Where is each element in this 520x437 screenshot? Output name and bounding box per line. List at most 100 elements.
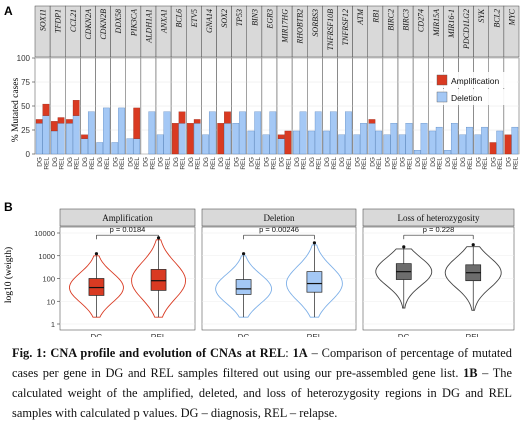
sample-label: REL [331,157,338,170]
sample-label: DG [248,157,255,167]
sample-label: REL [497,157,504,170]
bar-deletion [405,123,413,155]
bar-deletion [292,130,300,155]
y-tick-label: 10 [47,297,55,306]
gene-label: MIR16-1 [447,9,456,39]
sample-label: REL [512,157,519,170]
sample-label: REL [482,157,489,170]
gene-label: CDKN2A [84,9,93,40]
bar-amplification [284,130,292,155]
bar-amplification [57,117,65,124]
gene-label: EGR3 [265,9,274,30]
bar-deletion [178,123,186,155]
p-value-label: p = 0.228 [423,225,455,234]
sample-label: DG [339,157,346,167]
outlier-point [312,241,317,245]
bar-amplification [35,119,43,124]
bar-deletion [72,115,80,155]
bar-deletion [459,134,467,155]
gene-label: SOX2 [220,9,229,28]
bar-deletion [474,134,482,155]
gene-label: MIR17HG [281,9,290,44]
bar-amplification [66,119,73,124]
p-value-label: p = 0.0184 [110,225,146,234]
sample-label: REL [180,157,187,170]
p-value-label: p = 0.00246 [259,225,299,234]
bar-deletion [96,142,104,155]
sample-label: DG [264,157,271,167]
sample-label: DG [67,157,74,167]
bar-amplification [193,119,201,124]
legend-swatch [436,91,448,103]
bar-deletion [247,130,255,155]
panel-b-chart: 1 10 100 1000 10000 Amplification p = 0.0184 DG… [34,208,515,337]
sample-label: REL [255,157,262,170]
gene-label: BIRC3 [402,9,411,31]
bar-amplification [187,123,194,155]
bar-deletion [254,111,262,155]
sample-label: DG [506,157,513,167]
sample-label: REL [452,157,459,170]
x-category-label: REL [307,333,323,337]
bar-deletion [57,123,65,155]
gene-label: DDX58 [114,9,123,34]
gene-label: ETV5 [190,9,199,28]
sample-label: REL [422,157,429,170]
y-tick-label: 100 [42,275,55,284]
y-tick-label: 25 [21,126,30,135]
sample-label: DG [112,157,119,167]
facet-title: Amplification [102,213,153,223]
sample-label: DG [294,157,301,167]
sample-label: REL [134,157,141,170]
bar-amplification [224,111,231,124]
sample-label: REL [316,157,323,170]
sample-label: DG [309,157,316,167]
bar-deletion [481,126,488,155]
sample-label: REL [225,157,232,170]
sample-label: REL [74,157,81,170]
facet-title: Loss of heterozygosity [398,213,480,223]
bar-deletion [299,111,307,155]
bar-deletion [398,134,406,155]
bar-amplification [217,123,225,155]
sample-label: REL [210,157,217,170]
sample-label: DG [475,157,482,167]
gene-label: TP53 [235,9,244,26]
y-tick-label: 1 [51,320,55,329]
bar-deletion [429,130,436,155]
bar-deletion [87,111,95,155]
gene-label: SYK [477,8,486,22]
bar-deletion [353,134,361,155]
sample-label: DG [188,157,195,167]
bar-amplification [50,121,58,132]
bar-deletion [383,134,391,155]
bar-deletion [269,111,277,155]
legend-bg [433,89,517,105]
sample-label: REL [346,157,353,170]
legend-bg [433,72,517,88]
gene-label: RB1 [371,9,380,24]
bar-deletion [329,111,337,155]
outlier-point [94,252,99,256]
sample-label: REL [104,157,111,170]
bar-deletion [466,126,473,155]
sample-label: DG [233,157,240,167]
bar-deletion [111,142,119,155]
bar-amplification [171,123,179,155]
legend-swatch [436,74,448,86]
gene-label: SORBS3 [311,9,320,37]
y-tick-label: 10000 [34,229,55,238]
bar-deletion [277,138,285,155]
outlier-point [402,245,406,249]
bar-deletion [239,111,246,155]
bar-deletion [450,123,458,155]
bar-deletion [126,138,134,155]
sample-label: REL [240,157,247,170]
sample-label: DG [97,157,104,167]
panel-b-label: B [4,200,13,214]
sample-label: DG [52,157,59,167]
bar-deletion [148,111,156,155]
gene-label: GNA14 [205,9,214,33]
